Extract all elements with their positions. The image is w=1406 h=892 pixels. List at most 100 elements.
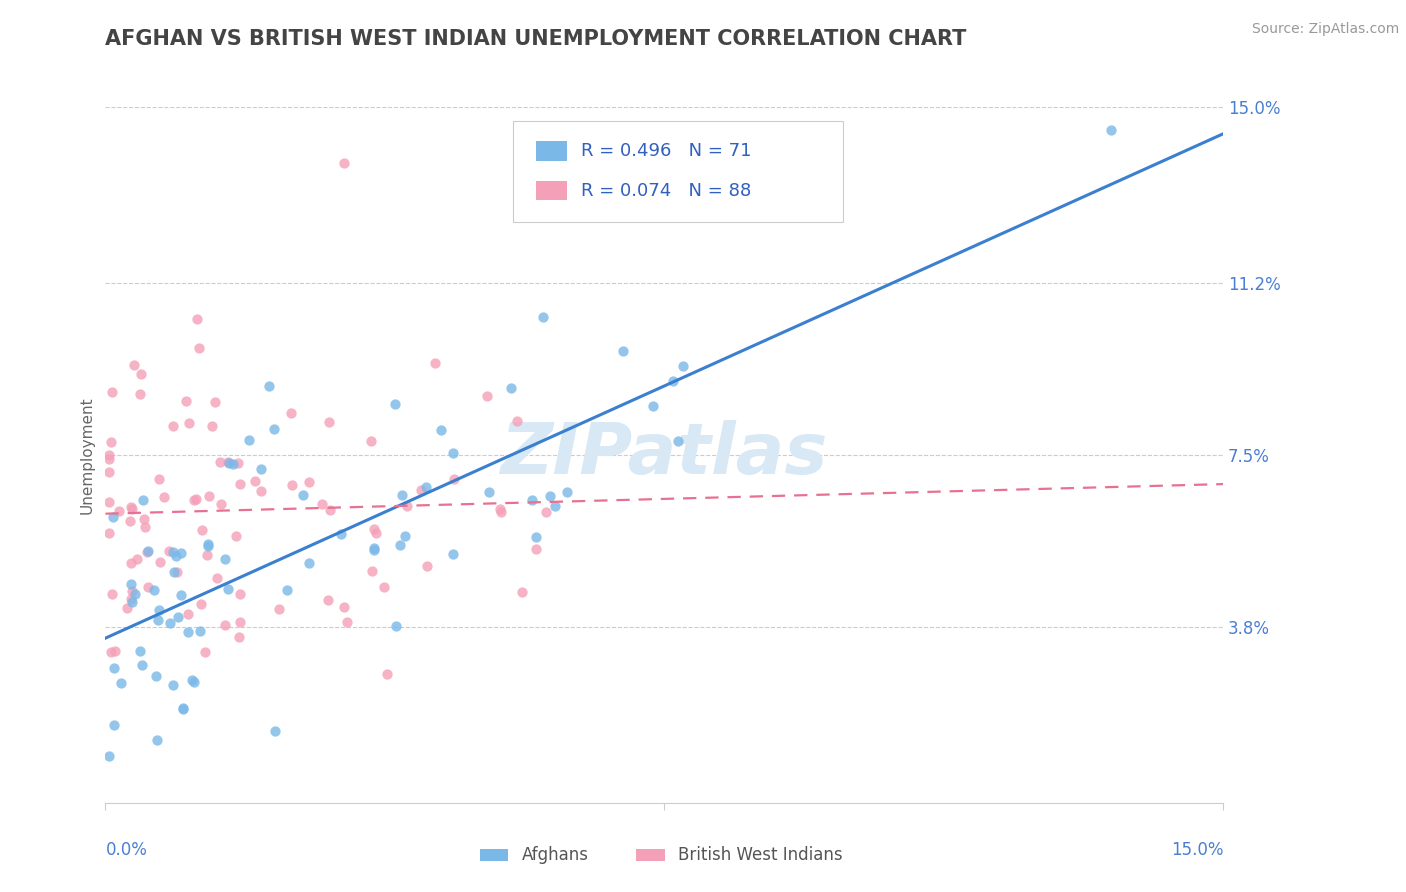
Point xyxy=(201,418,224,433)
Point xyxy=(318,593,340,607)
Point xyxy=(298,556,321,570)
Point xyxy=(411,483,433,498)
Point xyxy=(641,399,664,413)
Point xyxy=(101,510,124,524)
Point xyxy=(118,514,141,528)
Point xyxy=(415,480,437,494)
Point xyxy=(103,717,125,731)
Point xyxy=(98,448,121,462)
Point xyxy=(131,658,153,673)
Point xyxy=(176,394,198,409)
Point xyxy=(198,489,221,503)
Point xyxy=(478,484,501,499)
Point xyxy=(429,423,451,437)
Point xyxy=(510,585,533,599)
Point xyxy=(190,624,212,638)
Point xyxy=(162,419,184,434)
Point xyxy=(336,615,359,630)
Point xyxy=(666,434,689,449)
Point xyxy=(165,549,187,563)
Point xyxy=(162,545,184,559)
Point xyxy=(208,455,231,469)
Point xyxy=(183,492,205,507)
Point xyxy=(121,584,143,599)
Point xyxy=(443,547,465,561)
Point xyxy=(143,582,166,597)
Point xyxy=(217,582,239,596)
Point xyxy=(298,475,321,490)
Point xyxy=(269,602,291,616)
Point xyxy=(184,491,207,506)
Point xyxy=(225,529,247,543)
FancyBboxPatch shape xyxy=(536,141,567,161)
Point xyxy=(170,546,193,560)
Point xyxy=(441,446,464,460)
Point xyxy=(662,374,685,388)
Point xyxy=(281,477,304,491)
Point xyxy=(363,542,385,557)
Point xyxy=(101,385,124,400)
Point xyxy=(186,312,208,326)
Point xyxy=(333,155,356,169)
Point xyxy=(180,673,202,687)
Point xyxy=(129,367,152,381)
Point xyxy=(506,413,529,427)
Point xyxy=(214,617,236,632)
Point xyxy=(100,434,122,449)
Point xyxy=(148,472,170,486)
Point xyxy=(110,676,132,690)
Point xyxy=(146,614,169,628)
Point xyxy=(163,565,186,579)
Point xyxy=(221,457,243,471)
Point xyxy=(385,618,408,632)
Point xyxy=(544,499,567,513)
Point xyxy=(360,564,382,578)
Point xyxy=(491,505,513,519)
FancyBboxPatch shape xyxy=(637,848,665,862)
Text: Afghans: Afghans xyxy=(522,846,589,864)
Point xyxy=(100,587,122,601)
Point xyxy=(384,397,406,411)
Point xyxy=(672,359,695,373)
Point xyxy=(98,749,121,764)
Point xyxy=(127,551,149,566)
Text: AFGHAN VS BRITISH WEST INDIAN UNEMPLOYMENT CORRELATION CHART: AFGHAN VS BRITISH WEST INDIAN UNEMPLOYME… xyxy=(105,29,967,49)
Point xyxy=(132,512,155,526)
Point xyxy=(117,600,139,615)
Point xyxy=(136,580,159,594)
Point xyxy=(149,556,172,570)
Text: Source: ZipAtlas.com: Source: ZipAtlas.com xyxy=(1251,22,1399,37)
Text: 0.0%: 0.0% xyxy=(105,841,148,859)
Point xyxy=(136,544,159,558)
Y-axis label: Unemployment: Unemployment xyxy=(79,396,94,514)
Point xyxy=(177,624,200,639)
Point xyxy=(172,701,194,715)
Point xyxy=(249,462,271,476)
Point xyxy=(214,552,236,566)
Point xyxy=(170,588,193,602)
Point xyxy=(375,666,398,681)
Point xyxy=(120,577,142,591)
Point xyxy=(120,592,142,607)
Point xyxy=(538,490,561,504)
Point xyxy=(1099,123,1122,137)
Point xyxy=(177,607,200,621)
Point xyxy=(524,541,547,556)
Point xyxy=(124,587,146,601)
Point xyxy=(132,492,155,507)
Point xyxy=(318,415,340,429)
Point xyxy=(228,587,250,601)
Point xyxy=(194,645,217,659)
Point xyxy=(250,484,273,499)
Point xyxy=(363,522,385,536)
Point xyxy=(179,416,201,430)
Point xyxy=(276,583,298,598)
Point xyxy=(120,556,142,570)
Point xyxy=(195,548,218,562)
Point xyxy=(475,389,498,403)
Point xyxy=(134,520,156,534)
Point xyxy=(443,471,465,485)
Point xyxy=(157,544,180,558)
Point xyxy=(423,356,446,370)
Point xyxy=(263,724,285,739)
